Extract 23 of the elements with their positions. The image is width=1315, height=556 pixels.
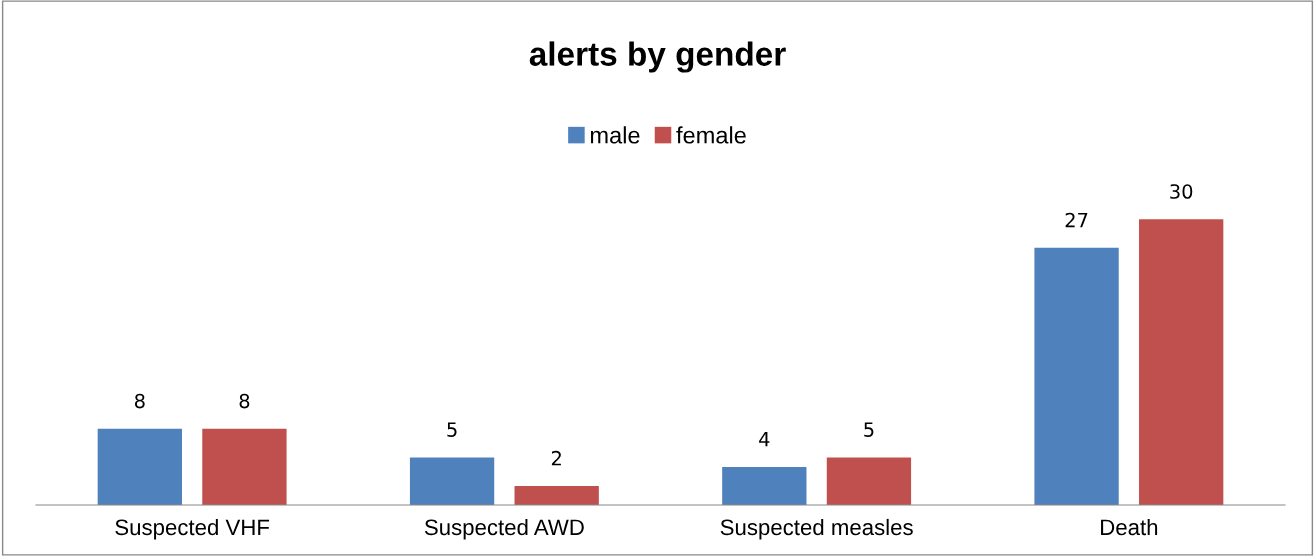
data-label: 8 <box>239 393 250 409</box>
x-tick-label: Death <box>1101 518 1158 536</box>
bar <box>514 485 599 505</box>
bar <box>409 457 495 505</box>
bar <box>1034 247 1119 505</box>
bar <box>826 457 912 505</box>
legend-label: female <box>676 126 746 144</box>
x-tick-label: Suspected measles <box>720 518 913 540</box>
data-label: 30 <box>1170 184 1193 199</box>
data-label: 5 <box>864 422 874 437</box>
x-tick-label: Suspected VHF <box>115 518 270 540</box>
data-label: 27 <box>1065 212 1088 228</box>
bar <box>202 428 287 505</box>
data-label: 5 <box>447 422 457 437</box>
bar <box>97 428 182 505</box>
bar <box>722 466 807 505</box>
data-label: 8 <box>134 393 145 409</box>
bar <box>1139 219 1224 505</box>
data-label: 2 <box>551 450 561 466</box>
data-label: 4 <box>759 432 770 447</box>
x-tick-label: Suspected AWD <box>424 518 584 540</box>
legend-label: male <box>590 126 640 144</box>
chart-title: alerts by gender <box>529 41 786 73</box>
